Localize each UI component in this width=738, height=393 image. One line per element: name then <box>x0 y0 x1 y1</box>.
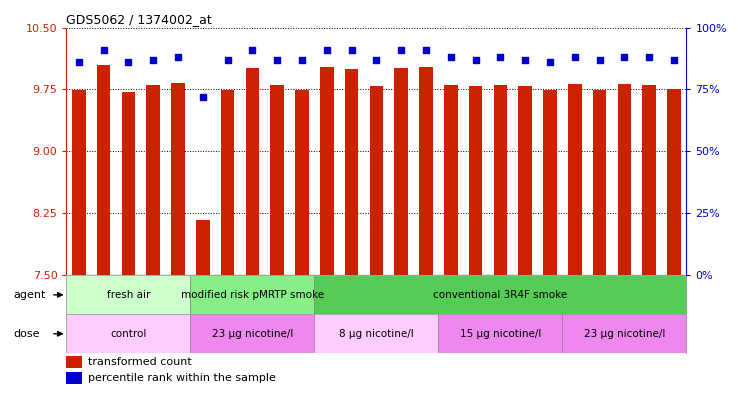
Text: agent: agent <box>14 290 46 300</box>
Bar <box>568 84 582 275</box>
Point <box>321 47 333 53</box>
Bar <box>444 85 458 275</box>
Point <box>668 57 680 63</box>
Bar <box>171 83 184 275</box>
Text: dose: dose <box>14 329 41 339</box>
Point <box>420 47 432 53</box>
Point <box>569 54 581 61</box>
Point <box>520 57 531 63</box>
Bar <box>196 220 210 275</box>
Bar <box>122 92 135 275</box>
Bar <box>146 85 160 275</box>
Text: 23 μg nicotine/l: 23 μg nicotine/l <box>212 329 293 339</box>
Point <box>396 47 407 53</box>
Point <box>644 54 655 61</box>
Point <box>172 54 184 61</box>
Text: control: control <box>110 329 147 339</box>
Bar <box>438 314 562 353</box>
Point <box>221 57 233 63</box>
Bar <box>320 67 334 275</box>
Bar <box>314 314 438 353</box>
Bar <box>494 85 507 275</box>
Bar <box>618 84 631 275</box>
Point <box>494 54 506 61</box>
Bar <box>518 86 532 275</box>
Point <box>97 47 109 53</box>
Point <box>445 54 457 61</box>
Text: transformed count: transformed count <box>88 357 192 367</box>
Bar <box>66 373 82 384</box>
Bar <box>66 314 190 353</box>
Bar <box>270 85 284 275</box>
Point <box>73 59 85 65</box>
Bar <box>190 275 314 314</box>
Text: modified risk pMRTP smoke: modified risk pMRTP smoke <box>181 290 324 300</box>
Bar <box>66 356 82 367</box>
Bar <box>97 65 111 275</box>
Bar <box>370 86 383 275</box>
Point <box>593 57 605 63</box>
Text: 23 μg nicotine/l: 23 μg nicotine/l <box>584 329 665 339</box>
Point <box>272 57 283 63</box>
Text: percentile rank within the sample: percentile rank within the sample <box>88 373 276 383</box>
Text: GDS5062 / 1374002_at: GDS5062 / 1374002_at <box>66 13 212 26</box>
Bar <box>295 90 308 275</box>
Point <box>246 47 258 53</box>
Text: 8 μg nicotine/l: 8 μg nicotine/l <box>339 329 414 339</box>
Bar <box>72 90 86 275</box>
Point <box>370 57 382 63</box>
Point <box>197 94 209 100</box>
Point <box>345 47 357 53</box>
Bar <box>221 90 235 275</box>
Point <box>296 57 308 63</box>
Point <box>618 54 630 61</box>
Bar <box>469 86 483 275</box>
Bar <box>593 90 607 275</box>
Bar <box>246 68 259 275</box>
Point <box>469 57 481 63</box>
Bar <box>394 68 408 275</box>
Text: fresh air: fresh air <box>107 290 150 300</box>
Bar <box>345 69 359 275</box>
Point <box>148 57 159 63</box>
Bar <box>543 90 556 275</box>
Bar <box>190 314 314 353</box>
Bar <box>642 85 656 275</box>
Point <box>123 59 134 65</box>
Bar <box>562 314 686 353</box>
Bar <box>314 275 686 314</box>
Text: 15 μg nicotine/l: 15 μg nicotine/l <box>460 329 541 339</box>
Bar <box>419 67 432 275</box>
Point <box>544 59 556 65</box>
Bar <box>667 89 680 275</box>
Bar <box>66 275 190 314</box>
Text: conventional 3R4F smoke: conventional 3R4F smoke <box>433 290 568 300</box>
